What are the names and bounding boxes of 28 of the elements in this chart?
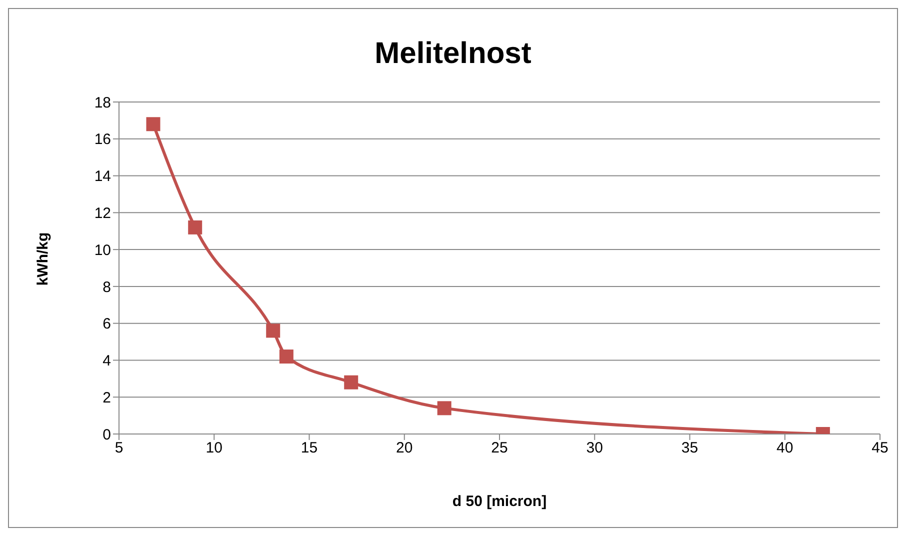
x-tick-label: 35	[681, 440, 698, 457]
x-tick-label: 5	[114, 440, 124, 457]
x-tick-label: 20	[396, 440, 413, 457]
y-tick-label: 4	[102, 352, 111, 370]
x-tick-label: 25	[491, 440, 508, 457]
point	[437, 401, 452, 416]
point	[188, 220, 202, 234]
x-tick-label: 30	[586, 440, 603, 457]
chart-title: Melitelnost	[374, 37, 532, 71]
x-tick-label: 10	[206, 440, 222, 457]
point	[146, 117, 160, 132]
x-axis-title: d 50 [micron]	[451, 493, 548, 510]
y-tick-label: 8	[102, 278, 111, 296]
point	[279, 350, 294, 364]
y-tick-label: 10	[94, 242, 111, 259]
y-tick-label: 14	[94, 168, 111, 186]
y-tick-label: 18	[94, 94, 111, 112]
point	[266, 324, 280, 338]
y-tick-label: 6	[102, 316, 111, 333]
y-tick-label: 2	[102, 389, 111, 406]
y-tick-label: 0	[102, 426, 111, 444]
y-tick-label: 16	[94, 131, 111, 148]
y-axis-title: kWh/kg	[34, 232, 52, 286]
point	[344, 375, 358, 390]
x-tick-label: 45	[872, 440, 888, 457]
y-tick-label: 12	[94, 204, 111, 222]
x-tick-label: 40	[776, 440, 794, 457]
x-tick-label: 15	[300, 440, 318, 457]
